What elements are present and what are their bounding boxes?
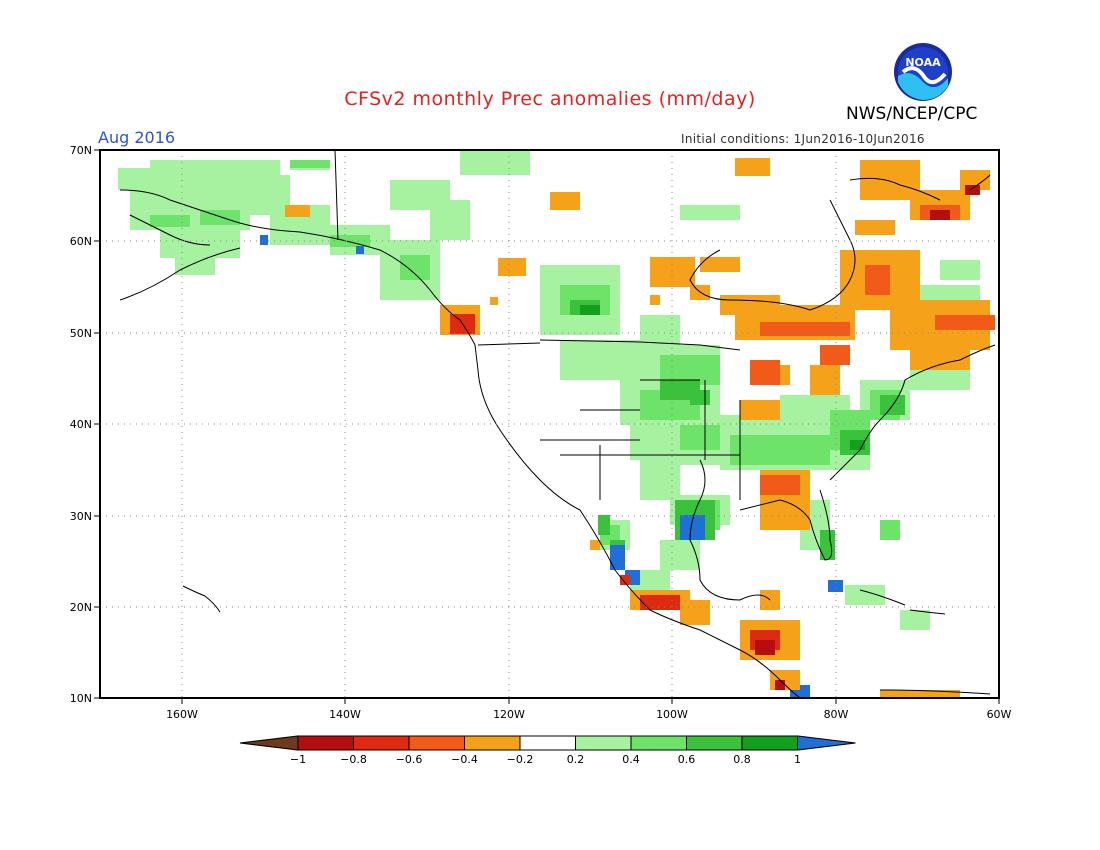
colorbar-swatch (353, 735, 410, 751)
anomaly-shading (118, 150, 995, 698)
graticule (100, 150, 999, 698)
chart-title: CFSv2 monthly Prec anomalies (mm/day) (344, 88, 756, 110)
colorbar-tick-label: 1 (794, 753, 801, 766)
noaa-logo: NOAA (893, 42, 953, 102)
lat-label: 50N (70, 327, 92, 340)
lon-label: 160W (166, 708, 198, 721)
noaa-logo-text: NOAA (905, 56, 941, 69)
axis-ticks (94, 149, 1000, 704)
lon-label: 120W (493, 708, 525, 721)
colorbar-tick-label: 0.2 (567, 753, 585, 766)
lat-label: 70N (70, 144, 92, 157)
lon-label: 100W (656, 708, 688, 721)
colorbar-swatch (408, 735, 465, 751)
colorbar-tick-label: 0.4 (622, 753, 640, 766)
colorbar-tick-label: −0.4 (451, 753, 478, 766)
initial-conditions-label: Initial conditions: 1Jun2016-10Jun2016 (681, 132, 925, 146)
agency-label: NWS/NCEP/CPC (846, 104, 978, 124)
valid-month-label: Aug 2016 (98, 128, 176, 147)
colorbar-swatch (630, 735, 687, 751)
colorbar-arrow-low (239, 735, 299, 751)
anomaly-patch-plains-darkest (580, 305, 865, 450)
anomaly-patch-red (930, 185, 980, 220)
colorbar-swatch (464, 735, 521, 751)
lon-label: 60W (987, 708, 1012, 721)
lon-label: 80W (824, 708, 849, 721)
anomaly-patch-alaska (118, 150, 980, 310)
colorbar-tick-label: −0.6 (396, 753, 423, 766)
anomaly-patch-cenam-dark (755, 640, 785, 690)
lat-label: 10N (70, 692, 92, 705)
lat-label: 20N (70, 601, 92, 614)
coastlines (119, 150, 996, 698)
lat-labels: 70N 60N 50N 40N 30N 20N 10N (70, 144, 92, 705)
colorbar-swatch (686, 735, 743, 751)
lat-label: 30N (70, 510, 92, 523)
colorbar-tick-label: 0.6 (678, 753, 696, 766)
anomaly-patch-alaska-blue (260, 235, 364, 254)
colorbar: −1 −0.8 −0.6 −0.4 −0.2 0.2 0.4 0.6 0.8 1 (239, 735, 856, 766)
lat-label: 40N (70, 418, 92, 431)
colorbar-tick-label: −0.8 (340, 753, 367, 766)
colorbar-swatch (575, 735, 632, 751)
colorbar-tick-label: −0.2 (507, 753, 534, 766)
colorbar-tick-label: 0.8 (733, 753, 751, 766)
lon-label: 140W (329, 708, 361, 721)
lon-labels: 160W 140W 120W 100W 80W 60W (166, 708, 1011, 721)
colorbar-swatch (519, 735, 576, 751)
colorbar-tick-label: −1 (290, 753, 306, 766)
lat-label: 60N (70, 235, 92, 248)
colorbar-swatch (741, 735, 798, 751)
colorbar-swatch (297, 735, 354, 751)
colorbar-arrow-high (797, 735, 856, 751)
